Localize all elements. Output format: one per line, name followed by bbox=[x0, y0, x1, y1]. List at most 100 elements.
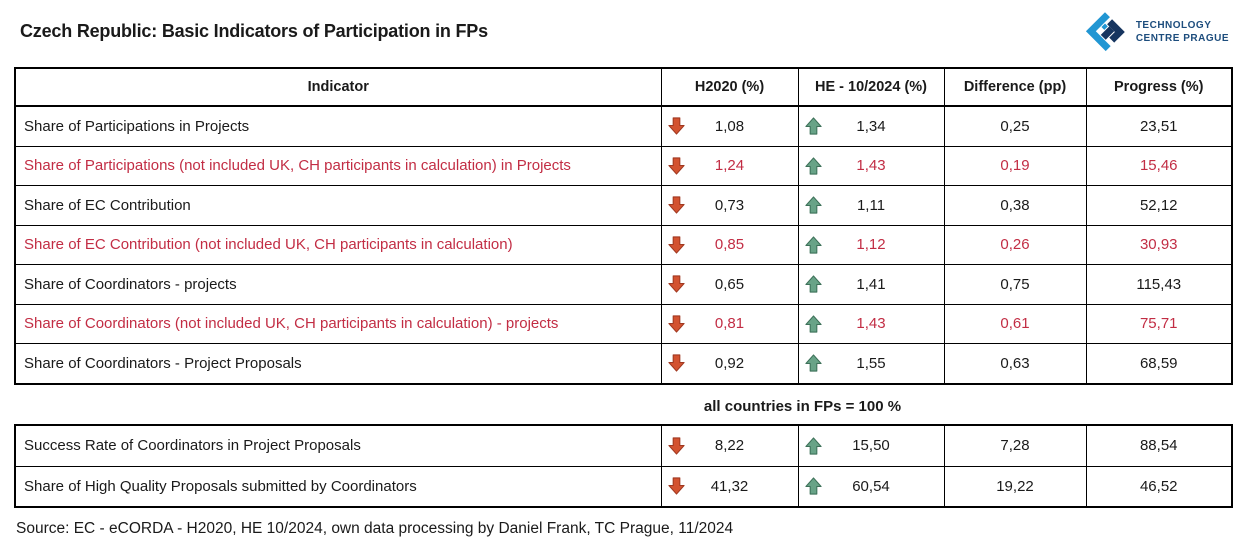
header-row: Indicator H2020 (%) HE - 10/2024 (%) Dif… bbox=[14, 67, 1233, 107]
difference-cell: 0,19 bbox=[943, 145, 1087, 186]
tcp-logo-line2: CENTRE PRAGUE bbox=[1135, 33, 1229, 44]
h2020-value: 8,22 bbox=[714, 437, 745, 455]
indicator-cell: Share of Participations in Projects bbox=[14, 105, 662, 147]
arrow-up-icon bbox=[804, 196, 823, 215]
difference-cell: 0,75 bbox=[943, 264, 1087, 305]
h2020-cell: 8,22 bbox=[660, 424, 799, 467]
he-value: 60,54 bbox=[852, 477, 890, 495]
difference-cell: 0,63 bbox=[943, 343, 1087, 384]
table-row: Share of Coordinators (not included UK, … bbox=[14, 303, 1233, 344]
note-all-countries: all countries in FPs = 100 % bbox=[703, 398, 902, 415]
table-row: Share of Coordinators - Project Proposal… bbox=[14, 343, 1233, 384]
arrow-down-icon bbox=[667, 156, 686, 175]
arrow-down-icon bbox=[667, 196, 686, 215]
table-row: Share of Participations (not included UK… bbox=[14, 145, 1233, 186]
arrow-down-icon bbox=[667, 117, 686, 136]
progress-cell: 15,46 bbox=[1085, 145, 1233, 186]
he-cell: 1,11 bbox=[797, 185, 945, 226]
he-cell: 60,54 bbox=[797, 465, 945, 508]
progress-cell: 30,93 bbox=[1085, 224, 1233, 265]
indicator-cell: Share of EC Contribution bbox=[14, 185, 662, 226]
h2020-value: 0,85 bbox=[714, 236, 745, 254]
he-value: 1,11 bbox=[856, 196, 886, 214]
tcp-logo: TECHNOLOGY CENTRE PRAGUE bbox=[1081, 8, 1229, 56]
h2020-value: 0,65 bbox=[714, 275, 745, 293]
h2020-cell: 0,92 bbox=[660, 343, 799, 384]
h2020-cell: 0,73 bbox=[660, 185, 799, 226]
table-row: Share of Participations in Projects 1,08… bbox=[14, 105, 1233, 147]
he-value: 1,43 bbox=[856, 157, 886, 175]
indicator-cell: Share of EC Contribution (not included U… bbox=[14, 224, 662, 265]
summary-table: Success Rate of Coordinators in Project … bbox=[14, 424, 1233, 508]
arrow-up-icon bbox=[804, 156, 823, 175]
he-value: 1,43 bbox=[856, 315, 886, 333]
indicator-cell: Success Rate of Coordinators in Project … bbox=[14, 424, 662, 467]
arrow-down-icon bbox=[667, 477, 686, 496]
header-difference: Difference (pp) bbox=[943, 67, 1087, 107]
progress-cell: 115,43 bbox=[1085, 264, 1233, 305]
arrow-down-icon bbox=[667, 436, 686, 455]
source-text: Source: EC - eCORDA - H2020, HE 10/2024,… bbox=[16, 520, 734, 537]
progress-cell: 46,52 bbox=[1085, 465, 1233, 508]
difference-cell: 0,25 bbox=[943, 105, 1087, 147]
h2020-cell: 1,08 bbox=[660, 105, 799, 147]
h2020-value: 0,73 bbox=[714, 196, 745, 214]
he-value: 1,12 bbox=[856, 236, 886, 254]
difference-cell: 19,22 bbox=[943, 465, 1087, 508]
he-value: 1,34 bbox=[856, 117, 886, 135]
he-cell: 1,55 bbox=[797, 343, 945, 384]
header-h2020: H2020 (%) bbox=[660, 67, 799, 107]
arrow-down-icon bbox=[667, 275, 686, 294]
tcp-logo-text: TECHNOLOGY CENTRE PRAGUE bbox=[1136, 19, 1229, 45]
arrow-down-icon bbox=[667, 314, 686, 333]
arrow-up-icon bbox=[804, 314, 823, 333]
indicator-cell: Share of Coordinators - projects bbox=[14, 264, 662, 305]
indicators-table: Indicator H2020 (%) HE - 10/2024 (%) Dif… bbox=[14, 67, 1233, 385]
progress-cell: 23,51 bbox=[1085, 105, 1233, 147]
table-row: Success Rate of Coordinators in Project … bbox=[14, 424, 1233, 467]
indicator-cell: Share of Participations (not included UK… bbox=[14, 145, 662, 186]
arrow-down-icon bbox=[667, 235, 686, 254]
arrow-up-icon bbox=[804, 235, 823, 254]
arrow-up-icon bbox=[804, 354, 823, 373]
h2020-value: 1,08 bbox=[714, 117, 745, 135]
arrow-down-icon bbox=[667, 354, 686, 373]
table-row: Share of Coordinators - projects 0,65 1,… bbox=[14, 264, 1233, 305]
h2020-cell: 1,24 bbox=[660, 145, 799, 186]
indicator-cell: Share of High Quality Proposals submitte… bbox=[14, 465, 662, 508]
h2020-value: 41,32 bbox=[710, 477, 749, 495]
h2020-cell: 0,81 bbox=[660, 303, 799, 344]
difference-cell: 0,38 bbox=[943, 185, 1087, 226]
difference-cell: 0,26 bbox=[943, 224, 1087, 265]
arrow-up-icon bbox=[804, 275, 823, 294]
progress-cell: 68,59 bbox=[1085, 343, 1233, 384]
header-he: HE - 10/2024 (%) bbox=[797, 67, 945, 107]
he-cell: 15,50 bbox=[797, 424, 945, 467]
difference-cell: 7,28 bbox=[943, 424, 1087, 467]
progress-cell: 88,54 bbox=[1085, 424, 1233, 467]
he-cell: 1,43 bbox=[797, 303, 945, 344]
h2020-value: 0,81 bbox=[714, 315, 745, 333]
indicator-cell: Share of Coordinators - Project Proposal… bbox=[14, 343, 662, 384]
header-progress: Progress (%) bbox=[1085, 67, 1233, 107]
progress-cell: 52,12 bbox=[1085, 185, 1233, 226]
table-row: Share of High Quality Proposals submitte… bbox=[14, 465, 1233, 508]
he-cell: 1,34 bbox=[797, 105, 945, 147]
tcp-logo-line1: TECHNOLOGY bbox=[1135, 20, 1212, 31]
indicator-cell: Share of Coordinators (not included UK, … bbox=[14, 303, 662, 344]
arrow-up-icon bbox=[804, 117, 823, 136]
page-title: Czech Republic: Basic Indicators of Part… bbox=[20, 21, 488, 41]
he-cell: 1,12 bbox=[797, 224, 945, 265]
h2020-cell: 0,85 bbox=[660, 224, 799, 265]
table-row: Share of EC Contribution (not included U… bbox=[14, 224, 1233, 265]
progress-cell: 75,71 bbox=[1085, 303, 1233, 344]
he-cell: 1,43 bbox=[797, 145, 945, 186]
arrow-up-icon bbox=[804, 436, 823, 455]
arrow-up-icon bbox=[804, 477, 823, 496]
h2020-cell: 0,65 bbox=[660, 264, 799, 305]
he-cell: 1,41 bbox=[797, 264, 945, 305]
tcp-logo-mark-icon bbox=[1085, 12, 1125, 52]
he-value: 1,55 bbox=[856, 354, 886, 372]
header-indicator: Indicator bbox=[14, 67, 662, 107]
table-row: Share of EC Contribution 0,73 1,11 0,38 … bbox=[14, 185, 1233, 226]
